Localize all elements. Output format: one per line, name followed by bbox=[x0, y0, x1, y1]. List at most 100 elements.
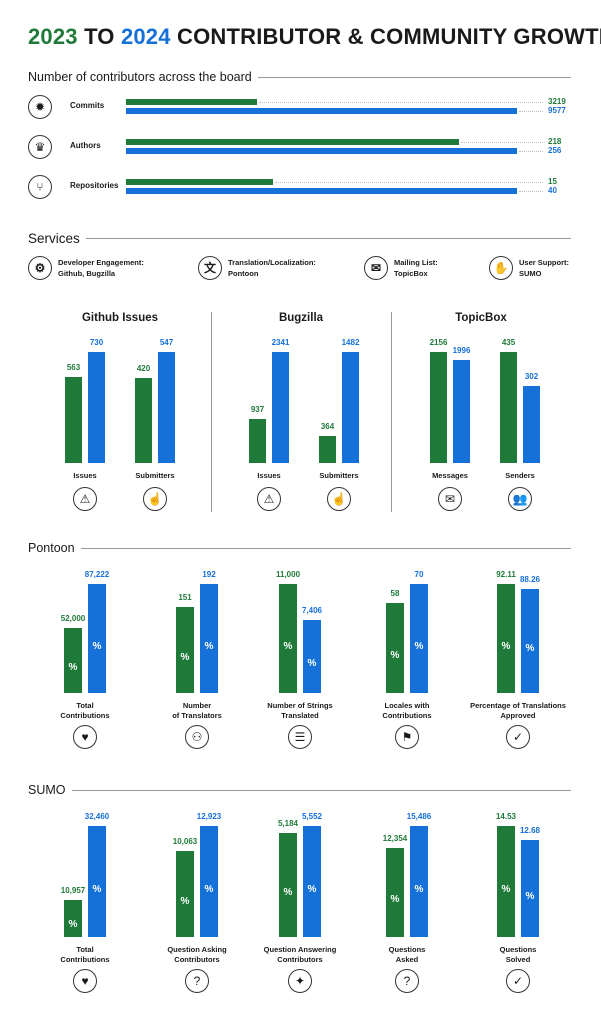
row-label: Authors bbox=[70, 141, 101, 150]
chart-title: Bugzilla bbox=[278, 312, 324, 324]
service-name: Translation/Localization: bbox=[228, 258, 316, 267]
percent-symbol: % bbox=[501, 883, 511, 895]
issues-icon: ⚠ bbox=[257, 487, 281, 511]
service-text: Developer Engagement: Github, Bugzilla bbox=[58, 257, 144, 279]
bar-2023 bbox=[176, 607, 194, 693]
bar-2024 bbox=[453, 360, 470, 463]
divider bbox=[211, 312, 212, 512]
service-value: Pontoon bbox=[228, 269, 259, 278]
percent-symbol: % bbox=[283, 887, 293, 899]
data-label: 12,923 bbox=[196, 812, 222, 821]
percent-symbol: % bbox=[283, 640, 293, 652]
percent-symbol: % bbox=[501, 640, 511, 652]
category-label: Submitters bbox=[135, 471, 175, 480]
data-label: 547 bbox=[159, 338, 174, 347]
category-label: Submitters bbox=[319, 471, 359, 480]
percent-symbol: % bbox=[92, 883, 102, 895]
repositories-icon: ⑂ bbox=[28, 175, 52, 199]
data-label: 2341 bbox=[271, 338, 290, 347]
category-label: Number of Strings Translated bbox=[267, 701, 333, 720]
contributions-icon: ♥ bbox=[73, 969, 97, 993]
data-label: 70 bbox=[414, 570, 424, 579]
contributors-heading: Number of contributors across the board bbox=[28, 70, 571, 84]
user-support-icon: ✋ bbox=[489, 256, 513, 280]
service-item: ✉ Mailing List: TopicBox bbox=[364, 256, 438, 280]
pontoon-heading: Pontoon bbox=[28, 541, 571, 555]
authors-icon: ♛ bbox=[28, 135, 52, 159]
data-label: 2156 bbox=[429, 338, 448, 347]
contributions-icon: ♥ bbox=[73, 725, 97, 749]
value-2023: 218 bbox=[548, 137, 562, 146]
data-label: 302 bbox=[524, 371, 539, 381]
data-label: 12,354 bbox=[382, 834, 408, 844]
percent-symbol: % bbox=[68, 919, 78, 930]
bar-2023 bbox=[497, 584, 515, 693]
bar-2023 bbox=[319, 435, 336, 463]
service-item: ✋ User Support: SUMO bbox=[489, 256, 569, 280]
data-label: 52,000 bbox=[60, 614, 86, 624]
sumo-heading: SUMO bbox=[28, 783, 571, 797]
bar-2024 bbox=[410, 584, 428, 693]
data-label: 92.11 bbox=[496, 570, 516, 579]
bar-2024 bbox=[88, 826, 106, 937]
bar-2023 bbox=[64, 899, 82, 937]
data-label: 88.26 bbox=[519, 574, 541, 584]
service-text: User Support: SUMO bbox=[519, 257, 569, 279]
bar-2023 bbox=[126, 179, 273, 185]
translation-icon: 文 bbox=[198, 256, 222, 280]
value-2024: 256 bbox=[548, 146, 562, 155]
leader-line bbox=[519, 111, 543, 112]
service-item: ⚙ Developer Engagement: Github, Bugzilla bbox=[28, 256, 144, 280]
percent-symbol: % bbox=[414, 640, 424, 652]
bar-2024 bbox=[126, 188, 517, 194]
percent-symbol: % bbox=[204, 640, 214, 652]
bar-2023 bbox=[430, 352, 447, 463]
data-label: 192 bbox=[202, 570, 216, 579]
percent-symbol: % bbox=[92, 640, 102, 652]
category-label: Messages bbox=[432, 471, 468, 480]
category-label: Senders bbox=[505, 471, 535, 480]
category-label: Questions Solved bbox=[499, 945, 537, 964]
bar-2024 bbox=[523, 385, 540, 463]
leader-line bbox=[259, 102, 543, 103]
page-title: 2023 TO 2024 CONTRIBUTOR & COMMUNITY GRO… bbox=[28, 24, 601, 49]
service-name: Mailing List: bbox=[394, 258, 438, 267]
data-label: 563 bbox=[66, 363, 81, 373]
translators-icon: ⚇ bbox=[185, 725, 209, 749]
data-label: 32,460 bbox=[84, 812, 110, 821]
data-label: 1482 bbox=[341, 338, 360, 347]
bar-2024 bbox=[200, 584, 218, 693]
asking-icon: ? bbox=[185, 969, 209, 993]
messages-icon: ✉ bbox=[438, 487, 462, 511]
data-label: 87,222 bbox=[84, 570, 110, 579]
percent-symbol: % bbox=[307, 883, 317, 895]
contributor-row: ⑂ Repositories 15 40 bbox=[28, 175, 573, 199]
data-label: 11,000 bbox=[275, 570, 301, 579]
service-name: User Support: bbox=[519, 258, 570, 267]
percent-symbol: % bbox=[307, 657, 317, 669]
divider bbox=[257, 76, 571, 78]
developer-icon: ⚙ bbox=[28, 256, 52, 280]
bar-2023 bbox=[279, 833, 297, 937]
leader-line bbox=[519, 151, 543, 152]
row-label: Repositories bbox=[70, 181, 119, 190]
bar-2024 bbox=[126, 108, 517, 114]
percent-symbol: % bbox=[390, 649, 400, 661]
category-label: Question Asking Contributors bbox=[167, 945, 227, 964]
chart-title: TopicBox bbox=[455, 312, 507, 324]
bar-2023 bbox=[249, 418, 266, 463]
bar-2024 bbox=[88, 352, 105, 463]
bar-2024 bbox=[521, 588, 539, 693]
service-value: TopicBox bbox=[394, 269, 428, 278]
category-label: Issues bbox=[257, 471, 281, 480]
data-label: 1996 bbox=[452, 346, 471, 356]
data-label: 10,063 bbox=[172, 836, 198, 846]
bar-2023 bbox=[65, 377, 82, 463]
value-2023: 15 bbox=[548, 177, 557, 186]
service-text: Translation/Localization: Pontoon bbox=[228, 257, 316, 279]
mailing-list-icon: ✉ bbox=[364, 256, 388, 280]
issues-icon: ⚠ bbox=[73, 487, 97, 511]
bar-2023 bbox=[135, 377, 152, 463]
bar-2023 bbox=[176, 850, 194, 937]
percent-symbol: % bbox=[525, 642, 535, 654]
